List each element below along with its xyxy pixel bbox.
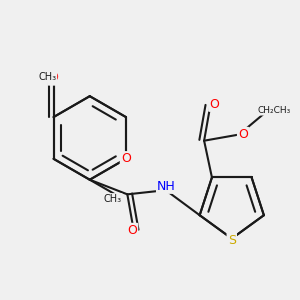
Text: CH₃: CH₃ [103, 194, 122, 204]
Text: O: O [127, 224, 137, 237]
Text: O: O [121, 152, 131, 165]
Text: O: O [238, 128, 248, 141]
Text: NH: NH [157, 180, 176, 193]
Text: O: O [209, 98, 219, 111]
Text: CH₂CH₃: CH₂CH₃ [258, 106, 291, 115]
Text: S: S [228, 234, 236, 247]
Text: CH₃: CH₃ [38, 72, 56, 82]
Text: O: O [49, 71, 58, 84]
